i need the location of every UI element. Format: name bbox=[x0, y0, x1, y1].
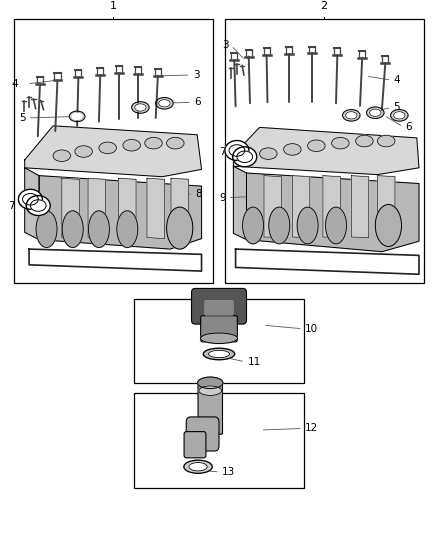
Ellipse shape bbox=[166, 207, 193, 249]
Ellipse shape bbox=[237, 151, 253, 163]
Text: 4: 4 bbox=[11, 79, 18, 89]
Ellipse shape bbox=[378, 135, 395, 147]
FancyBboxPatch shape bbox=[186, 417, 219, 451]
Text: 3: 3 bbox=[193, 70, 199, 80]
Polygon shape bbox=[25, 168, 39, 240]
Text: 13: 13 bbox=[222, 467, 235, 477]
Polygon shape bbox=[378, 176, 395, 238]
Ellipse shape bbox=[233, 147, 257, 167]
Ellipse shape bbox=[22, 193, 38, 205]
Ellipse shape bbox=[356, 135, 373, 147]
Polygon shape bbox=[233, 166, 247, 240]
Polygon shape bbox=[351, 176, 369, 238]
Ellipse shape bbox=[199, 386, 222, 395]
Text: 6: 6 bbox=[406, 122, 412, 132]
Bar bbox=[134, 299, 304, 383]
Text: 9: 9 bbox=[219, 193, 226, 203]
Ellipse shape bbox=[69, 111, 85, 122]
Ellipse shape bbox=[62, 211, 83, 247]
Text: 2: 2 bbox=[320, 2, 327, 12]
Ellipse shape bbox=[166, 138, 184, 149]
Text: 7: 7 bbox=[219, 147, 226, 157]
Ellipse shape bbox=[394, 112, 405, 119]
Ellipse shape bbox=[26, 196, 50, 215]
Ellipse shape bbox=[208, 350, 230, 358]
Polygon shape bbox=[147, 178, 164, 239]
Ellipse shape bbox=[117, 211, 138, 247]
Ellipse shape bbox=[243, 207, 264, 244]
Polygon shape bbox=[62, 178, 79, 239]
Text: 3: 3 bbox=[223, 39, 229, 50]
Ellipse shape bbox=[123, 140, 141, 151]
Ellipse shape bbox=[225, 141, 249, 160]
Polygon shape bbox=[233, 127, 419, 175]
Bar bbox=[14, 19, 213, 283]
Text: 12: 12 bbox=[305, 423, 318, 433]
Text: 8: 8 bbox=[195, 189, 201, 199]
Ellipse shape bbox=[284, 144, 301, 155]
Ellipse shape bbox=[260, 148, 277, 159]
Ellipse shape bbox=[53, 150, 71, 161]
FancyBboxPatch shape bbox=[184, 432, 206, 458]
Ellipse shape bbox=[155, 98, 173, 109]
Ellipse shape bbox=[201, 333, 237, 343]
Text: 7: 7 bbox=[8, 201, 15, 211]
Ellipse shape bbox=[132, 102, 149, 113]
Ellipse shape bbox=[184, 460, 212, 473]
Ellipse shape bbox=[367, 107, 384, 118]
Ellipse shape bbox=[297, 207, 318, 244]
Text: 5: 5 bbox=[19, 113, 25, 123]
Ellipse shape bbox=[159, 100, 170, 107]
FancyBboxPatch shape bbox=[204, 300, 234, 316]
Ellipse shape bbox=[346, 112, 357, 119]
FancyBboxPatch shape bbox=[201, 316, 237, 342]
Ellipse shape bbox=[30, 200, 46, 211]
Ellipse shape bbox=[343, 110, 360, 121]
Ellipse shape bbox=[18, 189, 42, 209]
Text: 6: 6 bbox=[194, 97, 201, 107]
Ellipse shape bbox=[189, 463, 207, 471]
Text: 10: 10 bbox=[305, 324, 318, 334]
Bar bbox=[225, 19, 424, 283]
Ellipse shape bbox=[269, 207, 290, 244]
Ellipse shape bbox=[198, 377, 223, 389]
Text: 11: 11 bbox=[247, 357, 261, 367]
Ellipse shape bbox=[99, 142, 117, 154]
FancyBboxPatch shape bbox=[198, 381, 223, 434]
Ellipse shape bbox=[88, 211, 110, 247]
Polygon shape bbox=[247, 173, 419, 252]
Polygon shape bbox=[323, 176, 340, 238]
Ellipse shape bbox=[391, 110, 408, 121]
Ellipse shape bbox=[370, 109, 381, 116]
Ellipse shape bbox=[325, 207, 346, 244]
Polygon shape bbox=[39, 176, 201, 249]
Polygon shape bbox=[119, 178, 136, 239]
Ellipse shape bbox=[145, 138, 162, 149]
Ellipse shape bbox=[72, 113, 82, 119]
Bar bbox=[134, 393, 304, 488]
FancyBboxPatch shape bbox=[191, 288, 247, 324]
Ellipse shape bbox=[229, 145, 245, 156]
Ellipse shape bbox=[332, 138, 349, 149]
Polygon shape bbox=[171, 178, 188, 239]
Polygon shape bbox=[292, 176, 310, 238]
Ellipse shape bbox=[307, 140, 325, 151]
Ellipse shape bbox=[203, 348, 235, 360]
Text: 5: 5 bbox=[394, 102, 400, 112]
Polygon shape bbox=[25, 126, 201, 177]
Ellipse shape bbox=[375, 205, 402, 246]
Polygon shape bbox=[88, 178, 106, 239]
Text: 1: 1 bbox=[110, 2, 117, 12]
Ellipse shape bbox=[135, 104, 146, 111]
Text: 4: 4 bbox=[394, 75, 400, 85]
Polygon shape bbox=[264, 176, 282, 238]
Ellipse shape bbox=[75, 146, 92, 157]
Ellipse shape bbox=[36, 211, 57, 247]
